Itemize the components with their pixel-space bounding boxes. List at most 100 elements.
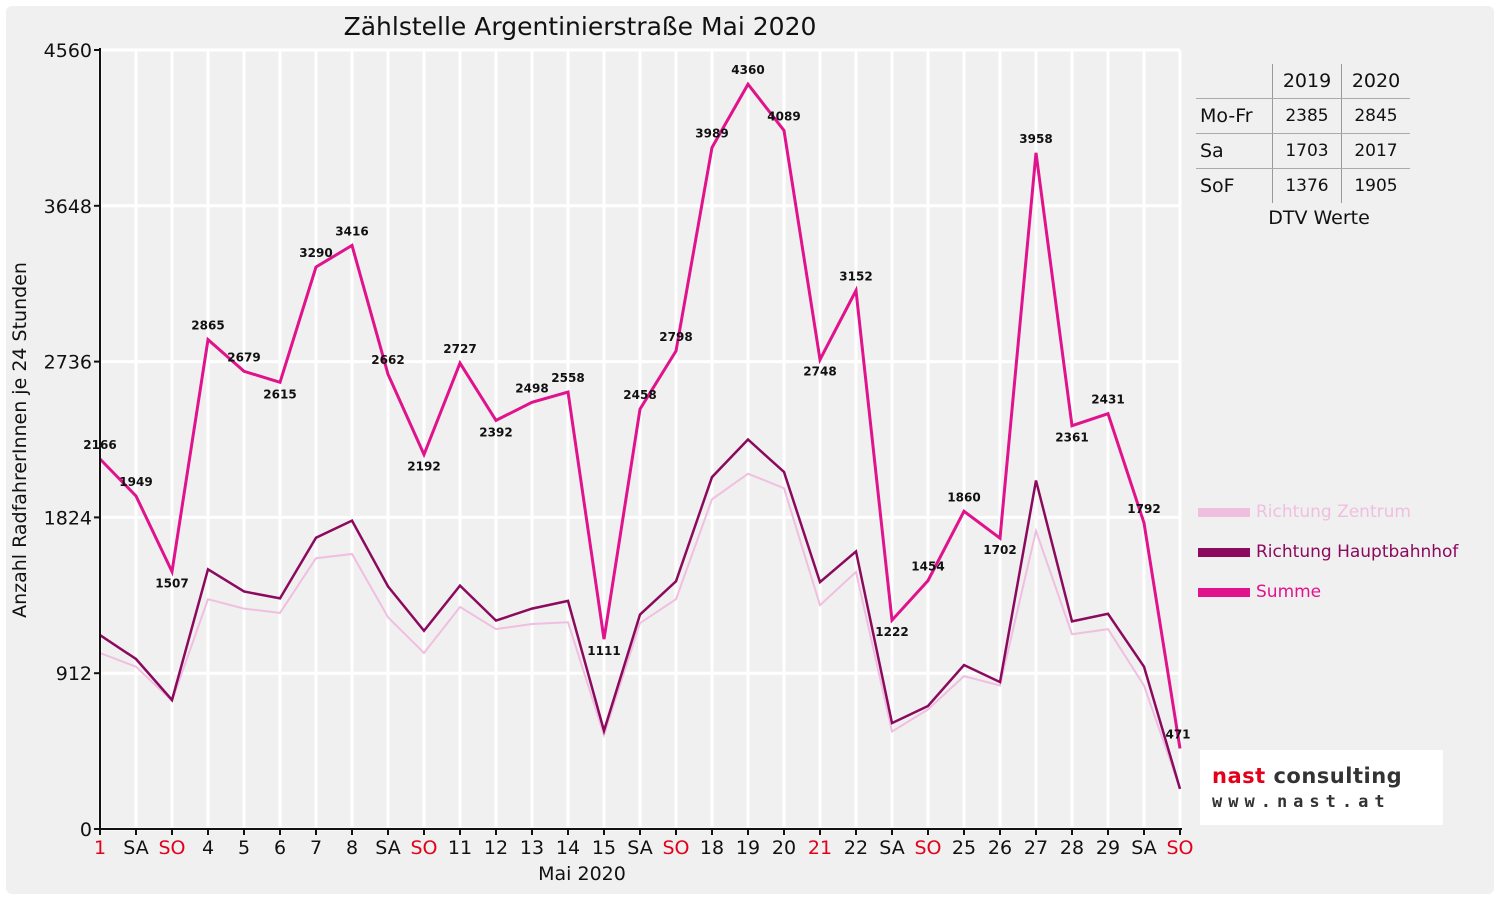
dtv-row-label: Sa — [1196, 133, 1273, 169]
data-label: 1111 — [587, 644, 620, 658]
dtv-value: 2017 — [1341, 133, 1410, 169]
data-label: 2727 — [443, 342, 476, 356]
data-label: 2431 — [1091, 393, 1124, 407]
data-label: 2558 — [551, 371, 584, 385]
x-tick-label: 13 — [520, 837, 544, 859]
x-tick-label: 29 — [1096, 837, 1120, 859]
x-tick-label: 27 — [1024, 837, 1048, 859]
dtv-value: 2845 — [1341, 98, 1410, 134]
legend-item-summe: Summe — [1198, 572, 1458, 612]
data-label: 1222 — [875, 625, 908, 639]
data-label: 4360 — [731, 63, 764, 77]
data-label: 2192 — [407, 460, 440, 474]
x-tick-label: SO — [410, 837, 437, 859]
x-tick-label: 8 — [346, 837, 358, 859]
x-tick-label: 22 — [844, 837, 868, 859]
y-tick-label: 912 — [56, 663, 92, 685]
x-tick-label: 26 — [988, 837, 1012, 859]
x-tick-label: 18 — [700, 837, 724, 859]
data-label: 3152 — [839, 270, 872, 284]
logo-brand-nast: nast — [1212, 764, 1266, 788]
data-label: 4089 — [767, 109, 800, 123]
x-tick-label: SO — [914, 837, 941, 859]
legend-label-summe: Summe — [1256, 582, 1322, 602]
dtv-value: 1703 — [1272, 133, 1342, 169]
nast-consulting-logo: nast consulting www.nast.at — [1200, 750, 1443, 825]
data-label: 2615 — [263, 387, 296, 401]
data-label: 3958 — [1019, 132, 1052, 146]
y-tick-label: 1824 — [44, 507, 92, 529]
data-label: 2498 — [515, 381, 548, 395]
data-label: 1792 — [1127, 502, 1160, 516]
x-tick-label: 14 — [556, 837, 580, 859]
dtv-row: Sa 1703 2017 — [1196, 133, 1410, 169]
x-tick-label: SA — [1131, 837, 1156, 859]
dtv-corner — [1196, 64, 1273, 99]
data-label: 2748 — [803, 365, 836, 379]
legend-swatch-hauptbahnhof — [1198, 547, 1250, 557]
data-label: 2798 — [659, 330, 692, 344]
dtv-row: Mo-Fr 2385 2845 — [1196, 98, 1410, 134]
dtv-header-2019: 2019 — [1272, 64, 1342, 99]
legend-item-zentrum: Richtung Zentrum — [1198, 492, 1458, 532]
dtv-row-label: Mo-Fr — [1196, 98, 1273, 134]
dtv-value: 1905 — [1341, 168, 1410, 203]
dtv-header-2020: 2020 — [1341, 64, 1410, 99]
logo-brand-rest: consulting — [1273, 764, 1403, 788]
data-label: 1507 — [155, 577, 188, 591]
legend-item-hauptbahnhof: Richtung Hauptbahnhof — [1198, 532, 1458, 572]
data-label: 2865 — [191, 319, 224, 333]
x-tick-label: 1 — [94, 837, 106, 859]
y-tick-label: 3648 — [44, 196, 92, 218]
data-label: 1949 — [119, 475, 152, 489]
data-label: 2361 — [1055, 431, 1088, 445]
data-label: 2662 — [371, 353, 404, 367]
x-tick-label: 6 — [274, 837, 286, 859]
x-tick-label: SO — [1166, 837, 1193, 859]
x-tick-label: SA — [123, 837, 148, 859]
data-label: 2458 — [623, 388, 656, 402]
data-label: 2392 — [479, 425, 512, 439]
dtv-table: 2019 2020 Mo-Fr 2385 2845 Sa 1703 2017 S… — [1196, 64, 1412, 229]
series-line-summe — [98, 81, 1182, 749]
x-tick-label: SO — [662, 837, 689, 859]
x-tick-label: 21 — [808, 837, 832, 859]
dtv-caption: DTV Werte — [1268, 207, 1370, 229]
chart-legend: Richtung Zentrum Richtung Hauptbahnhof S… — [1198, 492, 1458, 612]
data-label: 3989 — [695, 127, 728, 141]
data-label: 2679 — [227, 350, 260, 364]
x-tick-label: 15 — [592, 837, 616, 859]
x-tick-label: SO — [158, 837, 185, 859]
dtv-row: SoF 1376 1905 — [1196, 168, 1410, 203]
y-tick-label: 4560 — [44, 40, 92, 62]
legend-label-hauptbahnhof: Richtung Hauptbahnhof — [1256, 542, 1459, 562]
logo-url: www.nast.at — [1212, 792, 1391, 812]
series-line-zentrum — [99, 472, 1181, 790]
dtv-value: 2385 — [1272, 98, 1342, 134]
x-tick-label: 5 — [238, 837, 250, 859]
data-label: 471 — [1165, 728, 1190, 742]
series-line-hauptbahnhof — [99, 437, 1182, 790]
logo-brand: nast consulting — [1212, 764, 1402, 788]
data-label: 3290 — [299, 246, 332, 260]
dtv-header-row: 2019 2020 — [1196, 64, 1410, 99]
chart-title: Zählstelle Argentinierstraße Mai 2020 — [343, 12, 817, 41]
legend-label-zentrum: Richtung Zentrum — [1256, 502, 1411, 522]
dtv-value: 1376 — [1272, 168, 1342, 203]
x-tick-label: SA — [879, 837, 904, 859]
y-tick-label: 0 — [80, 819, 92, 841]
x-axis-label: Mai 2020 — [538, 863, 626, 885]
x-tick-label: 4 — [202, 837, 214, 859]
x-tick-label: SA — [375, 837, 400, 859]
x-tick-label: 20 — [772, 837, 796, 859]
x-tick-label: 19 — [736, 837, 760, 859]
data-label: 1454 — [911, 560, 944, 574]
y-tick-label: 2736 — [44, 352, 92, 374]
legend-swatch-zentrum — [1198, 507, 1250, 517]
data-label: 1702 — [983, 543, 1016, 557]
x-tick-label: 7 — [310, 837, 322, 859]
x-tick-label: 12 — [484, 837, 508, 859]
dtv-row-label: SoF — [1200, 175, 1235, 197]
legend-swatch-summe — [1198, 587, 1250, 597]
x-tick-label: SA — [627, 837, 652, 859]
